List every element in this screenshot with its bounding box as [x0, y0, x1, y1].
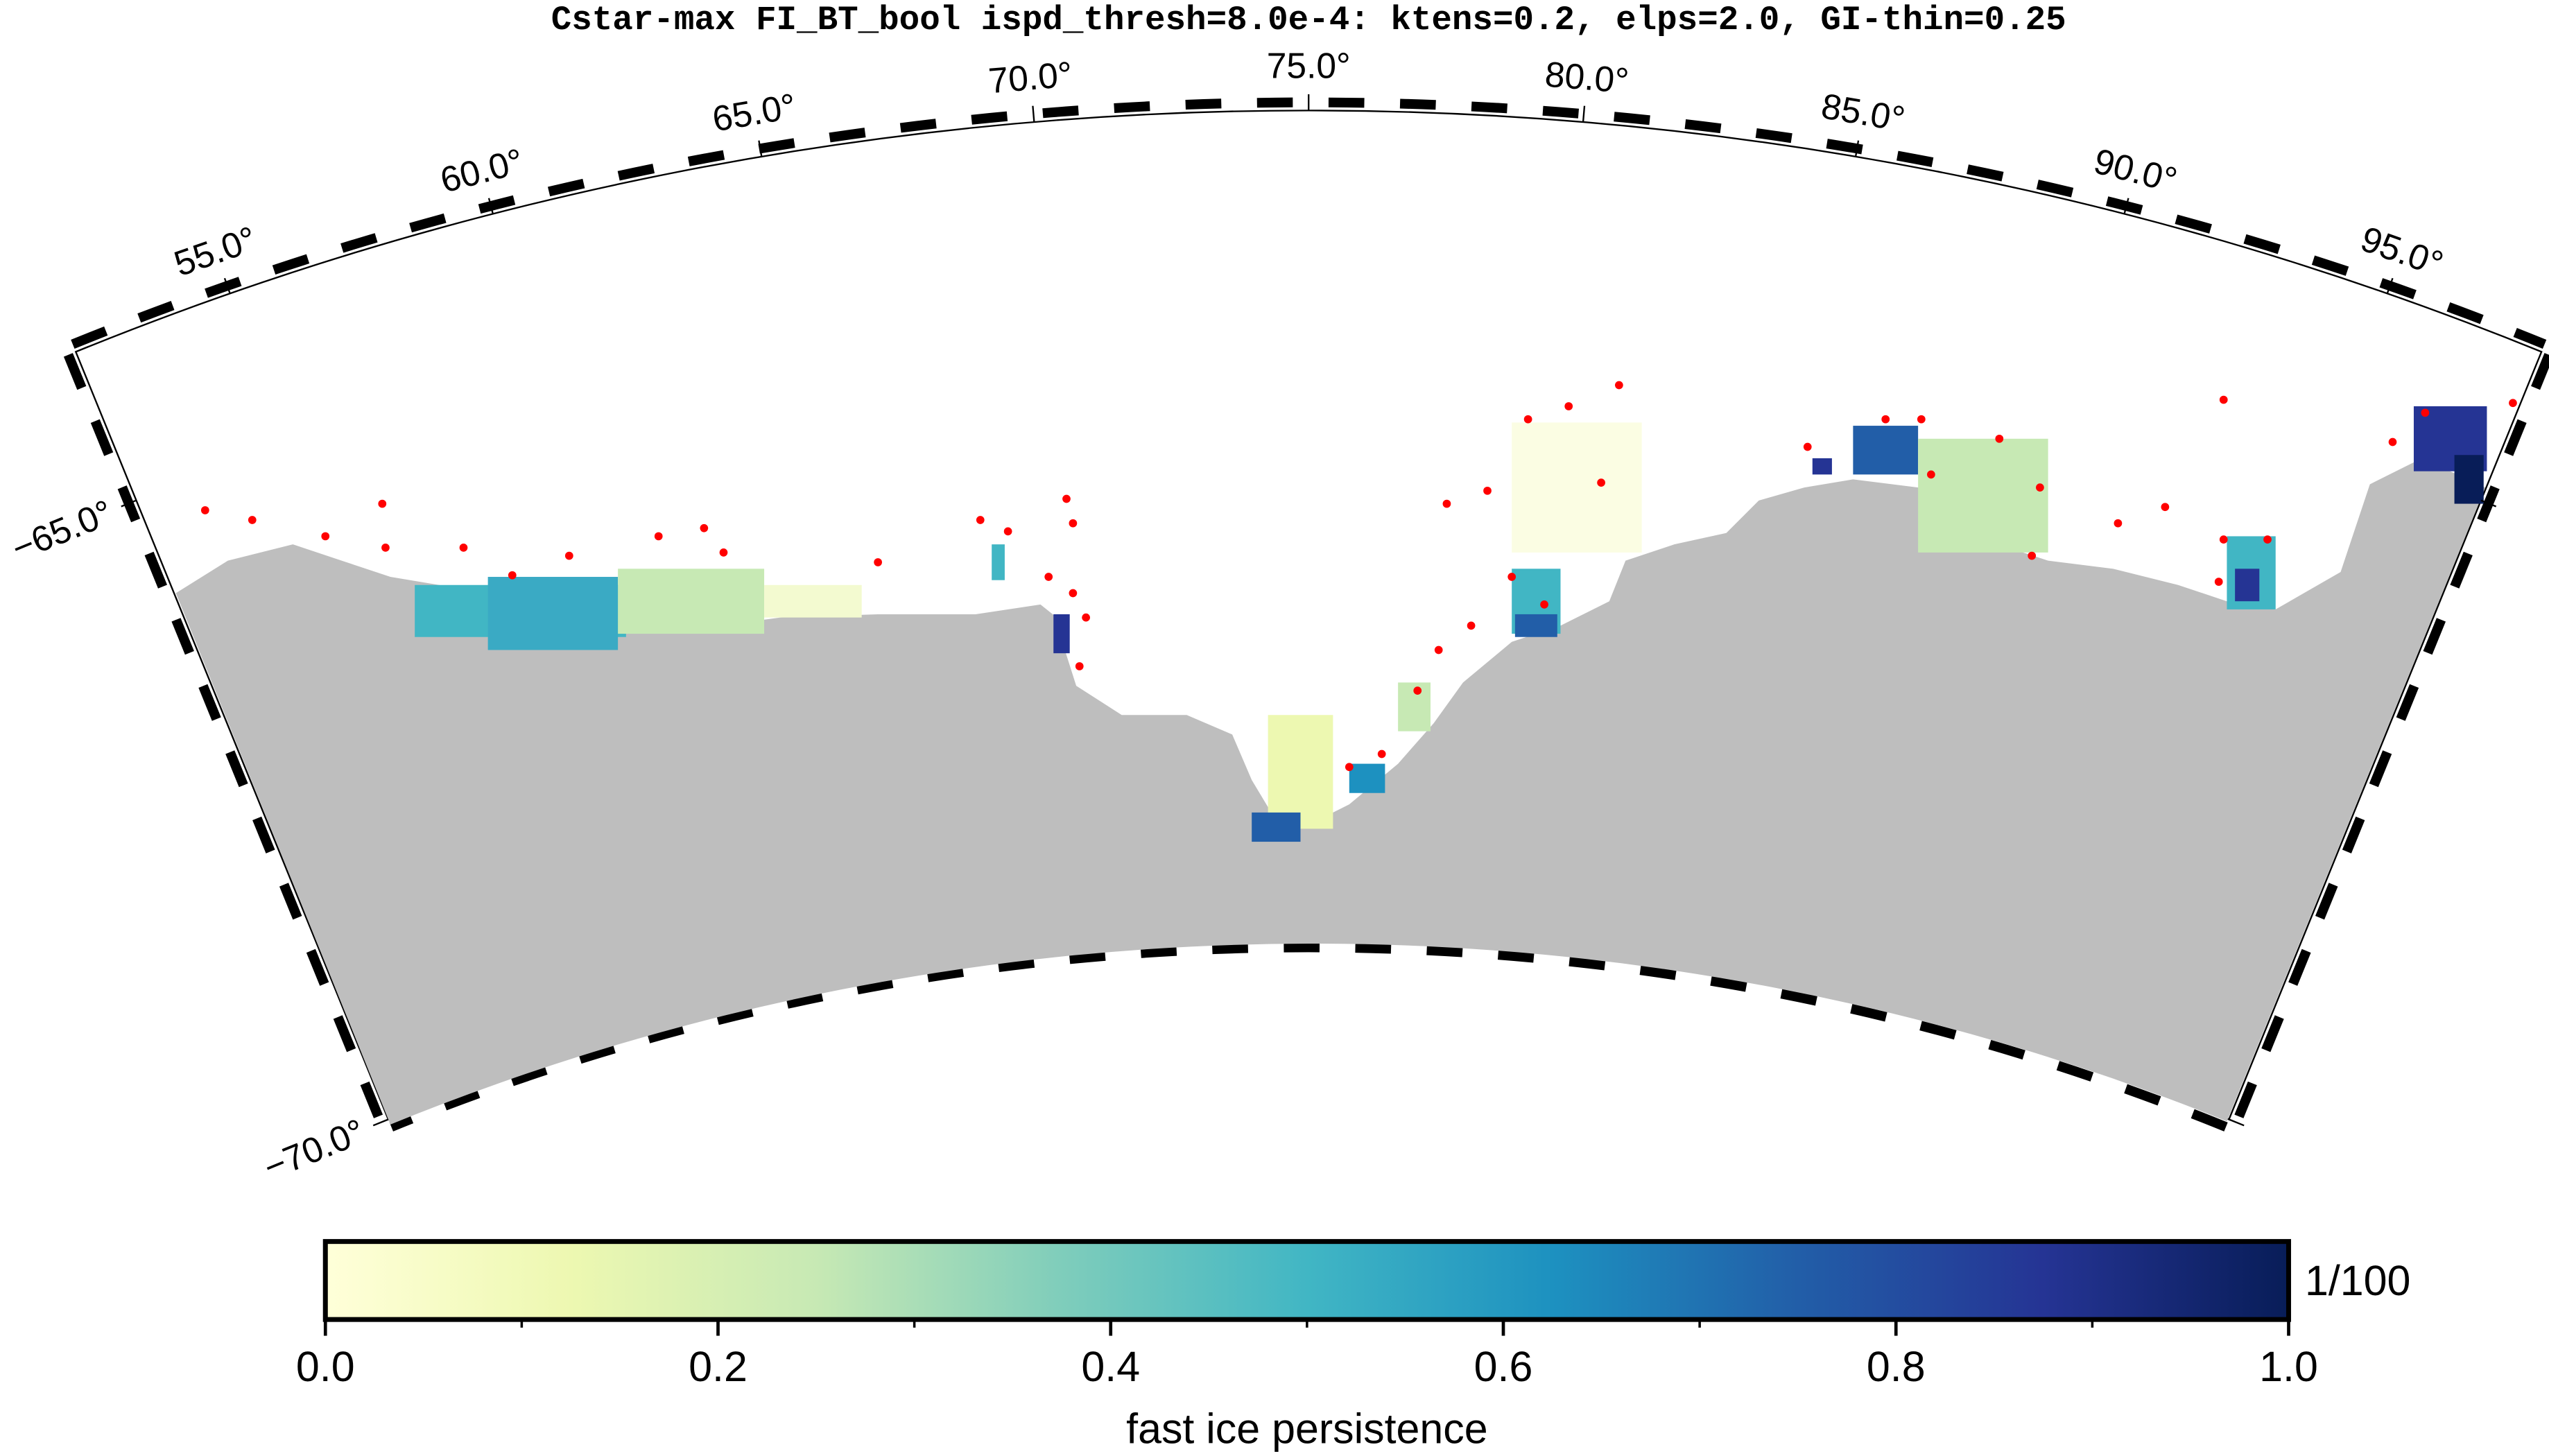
lon-tick — [2123, 198, 2129, 214]
lon-label: 65.0° — [709, 85, 799, 139]
lat-tick — [372, 1118, 389, 1127]
lon-label: 60.0° — [436, 140, 528, 200]
lon-label: 70.0° — [987, 53, 1073, 101]
lon-label: 95.0° — [2356, 218, 2448, 284]
title: Cstar-max FI_BT_bool ispd_thresh=8.0e-4:… — [551, 1, 2066, 40]
colorbar-tick-label: 0.8 — [1867, 1343, 1926, 1390]
lon-tick — [2386, 277, 2394, 294]
frame-bottom — [389, 942, 2228, 1132]
lon-label: 75.0° — [1267, 46, 1351, 86]
lat-label: −70.0° — [258, 1111, 370, 1188]
colorbar-label: fast ice persistence — [1126, 1405, 1487, 1452]
lon-tick — [223, 277, 231, 294]
lat-tick — [2229, 1118, 2245, 1127]
lon-label: 85.0° — [1818, 85, 1908, 139]
colorbar-tick-label: 0.6 — [1474, 1343, 1533, 1390]
grounded-icebergs — [200, 381, 2517, 772]
lon-label: 80.0° — [1544, 53, 1630, 101]
colorbar-tick-label: 0.2 — [689, 1343, 748, 1390]
lon-tick — [1854, 140, 1860, 157]
lat-tick — [2480, 499, 2497, 508]
colorbar-tick-label: 0.4 — [1081, 1343, 1140, 1390]
colorbar-tick-label: 0.0 — [296, 1343, 355, 1390]
lon-label: 55.0° — [169, 218, 261, 284]
lon-tick — [1032, 105, 1035, 123]
lon-tick — [487, 198, 494, 214]
colorbar — [322, 1239, 2292, 1322]
lon-tick — [758, 140, 763, 157]
colorbar-unit: 1/100 — [2305, 1257, 2410, 1304]
sea-ice — [415, 406, 2487, 842]
lon-label: 90.0° — [2090, 140, 2181, 200]
lon-tick — [1582, 105, 1586, 123]
lat-label: −65.0° — [6, 492, 118, 569]
colorbar-tick-label: 1.0 — [2259, 1343, 2318, 1390]
lat-tick — [121, 499, 137, 508]
